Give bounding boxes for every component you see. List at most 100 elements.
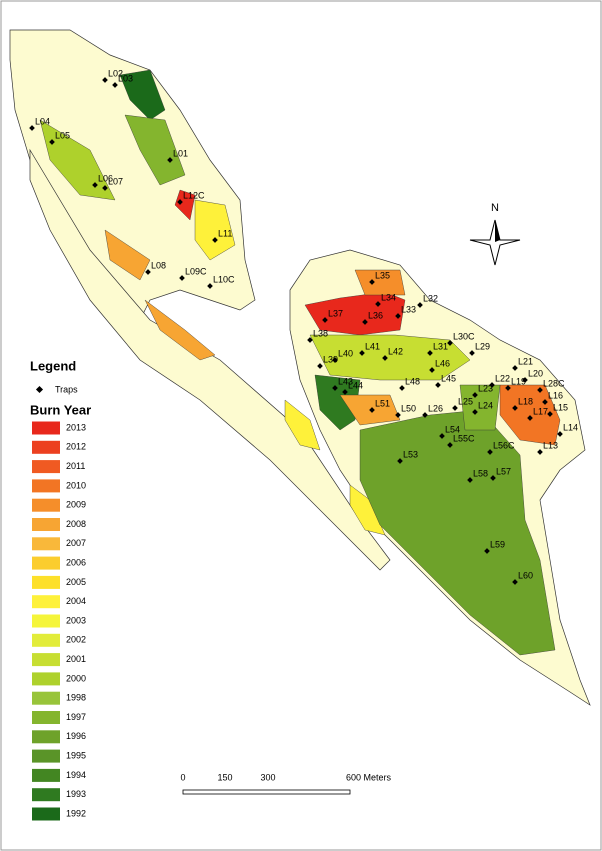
trap-label: L28C xyxy=(543,378,565,388)
patch xyxy=(39,119,116,201)
patch xyxy=(174,189,196,221)
trap-label: L57 xyxy=(496,466,511,476)
patch xyxy=(304,291,406,336)
scale-rect xyxy=(182,789,351,795)
legend-swatch xyxy=(32,498,60,512)
legend-label: 2010 xyxy=(66,480,86,490)
trap-label: L55C xyxy=(453,433,475,443)
trap xyxy=(427,350,433,356)
trap xyxy=(362,319,368,325)
trap xyxy=(369,279,375,285)
trap-label: L02 xyxy=(108,68,123,78)
legend-label: 2002 xyxy=(66,635,86,645)
legend-label: 1993 xyxy=(66,789,86,799)
legend-heading: Burn Year xyxy=(30,402,91,417)
trap-label: L20 xyxy=(528,368,543,378)
trap-label: L07 xyxy=(108,176,123,186)
trap-label: L17 xyxy=(533,406,548,416)
patch xyxy=(284,399,321,451)
trap xyxy=(375,301,381,307)
trap-label: L41 xyxy=(365,341,380,351)
trap xyxy=(557,431,563,437)
legend-swatch xyxy=(32,575,60,589)
legend-label: 2009 xyxy=(66,500,86,510)
trap-label: L39 xyxy=(323,354,338,364)
trap xyxy=(537,449,543,455)
trap-label: L58 xyxy=(473,468,488,478)
trap-label: L06 xyxy=(98,173,113,183)
trap-label: L32 xyxy=(423,293,438,303)
patch xyxy=(124,114,186,186)
trap-label: L54 xyxy=(445,424,460,434)
legend-swatch xyxy=(32,768,60,782)
legend-label: 2006 xyxy=(66,557,86,567)
legend-swatch xyxy=(32,595,60,609)
legend-label: 2004 xyxy=(66,596,86,606)
trap xyxy=(467,477,473,483)
legend-swatch xyxy=(32,633,60,647)
trap xyxy=(505,385,511,391)
trap xyxy=(332,357,338,363)
trap-label: L35 xyxy=(375,270,390,280)
trap-label: L50 xyxy=(401,403,416,413)
legend-label: 2007 xyxy=(66,538,86,548)
trap xyxy=(317,363,323,369)
trap xyxy=(547,411,553,417)
legend-label: 2012 xyxy=(66,442,86,452)
trap-label: L37 xyxy=(328,308,343,318)
trap xyxy=(512,579,518,585)
scale-label: 0 xyxy=(180,772,185,782)
burn-patches xyxy=(39,69,561,656)
trap xyxy=(399,385,405,391)
trap xyxy=(447,442,453,448)
trap-label: L13 xyxy=(543,440,558,450)
legend-label: 1998 xyxy=(66,693,86,703)
legend-label: 2000 xyxy=(66,673,86,683)
legend-title: Legend xyxy=(30,358,76,373)
trap-label: L29 xyxy=(475,341,490,351)
trap-label: L14 xyxy=(563,422,578,432)
legend-swatch xyxy=(32,614,60,628)
trap xyxy=(422,412,428,418)
trap-label: L51 xyxy=(375,398,390,408)
compass xyxy=(495,220,500,242)
trap xyxy=(369,407,375,413)
trap-label: L21 xyxy=(518,356,533,366)
legend-swatch xyxy=(32,537,60,551)
legend-swatch xyxy=(32,479,60,493)
trap xyxy=(145,269,151,275)
scale-label: 300 xyxy=(260,772,275,782)
trap xyxy=(537,387,543,393)
trap-label: L59 xyxy=(490,539,505,549)
legend-swatch xyxy=(32,788,60,802)
patch xyxy=(104,229,151,281)
trap xyxy=(484,548,490,554)
trap xyxy=(512,405,518,411)
trap-label: L11 xyxy=(218,228,232,238)
trap-label: L18 xyxy=(518,396,533,406)
scale-bar: 0 150 300 600 Meters xyxy=(180,772,392,795)
trap xyxy=(490,475,496,481)
trap xyxy=(177,199,183,205)
trap-label: L42 xyxy=(388,346,403,356)
trap xyxy=(522,377,528,383)
patch xyxy=(349,484,386,536)
legend-label: 1995 xyxy=(66,750,86,760)
legend-label: 2008 xyxy=(66,519,86,529)
trap xyxy=(452,405,458,411)
legend-label: 1996 xyxy=(66,731,86,741)
patch xyxy=(459,384,501,431)
patch xyxy=(194,199,236,261)
trap-label: L04 xyxy=(35,116,50,126)
trap-label: L25 xyxy=(458,396,473,406)
legend-swatch xyxy=(32,807,60,821)
legend-label: 2005 xyxy=(66,577,86,587)
trap-label: L12C xyxy=(183,190,205,200)
legend-swatch xyxy=(32,460,60,474)
compass xyxy=(469,219,521,266)
trap-label: L01 xyxy=(173,148,188,158)
scale-label: 600 Meters xyxy=(346,772,392,782)
trap xyxy=(395,412,401,418)
trap xyxy=(395,313,401,319)
